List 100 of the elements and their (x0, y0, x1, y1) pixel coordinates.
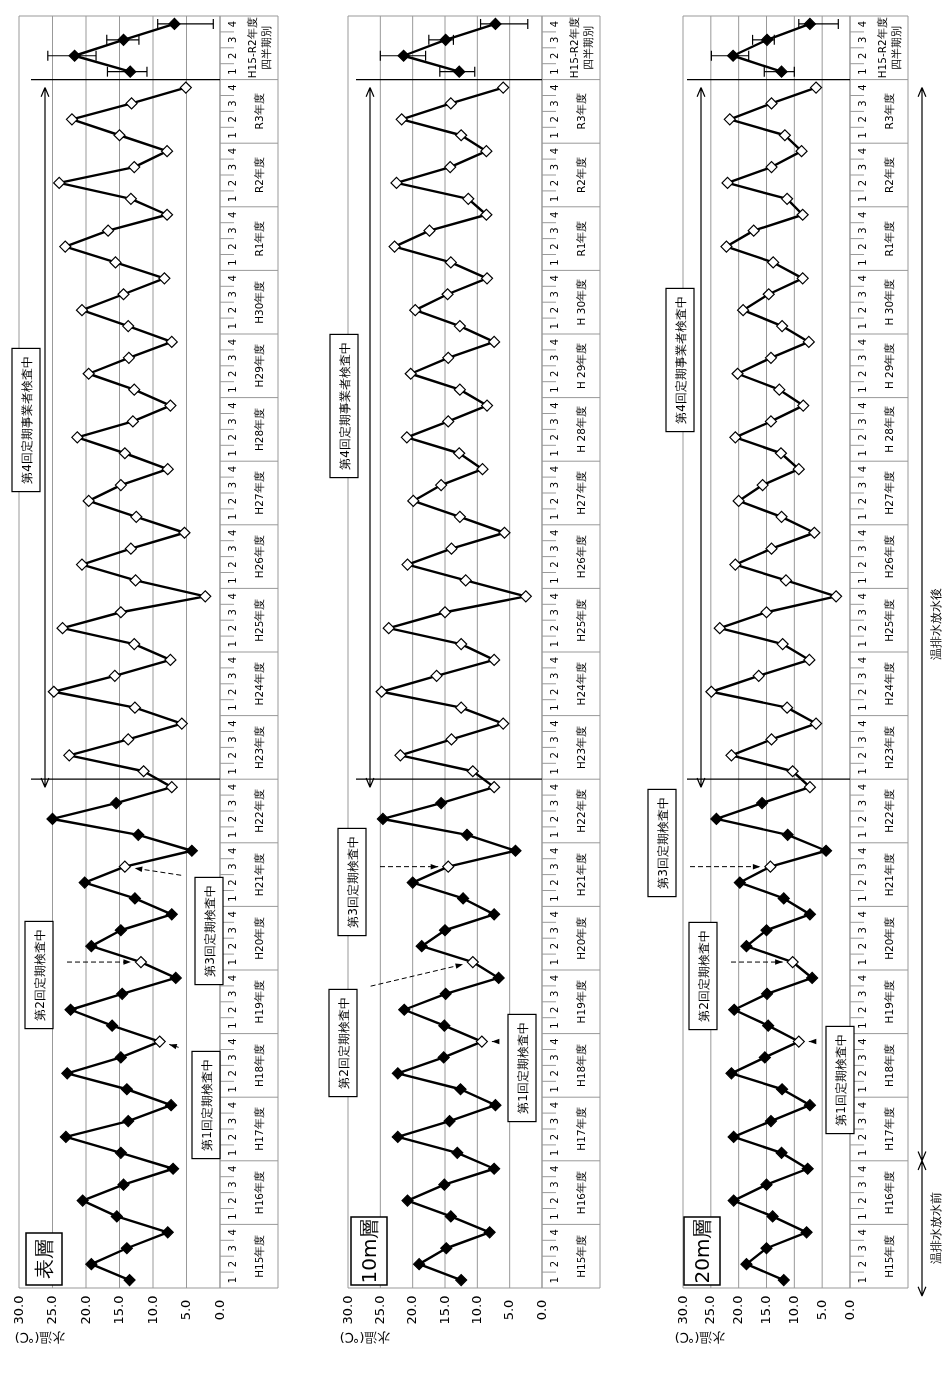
y-tick-label: 2 (857, 688, 868, 695)
y-tick-label: 3 (549, 163, 560, 171)
y-tick-label: 3 (549, 990, 560, 998)
y-tick-label: 4 (549, 911, 560, 918)
y-tick-label: 3 (857, 227, 868, 234)
x-tick-label: 5.0 (813, 1299, 829, 1321)
y-tick-label: 4 (227, 720, 238, 727)
y-tick-label: 4 (857, 974, 868, 982)
y-tick-label: 2 (857, 624, 868, 632)
text: H26年度 (883, 534, 895, 579)
annotation: 第3回定期検査中 (202, 885, 217, 977)
text: H25年度 (575, 598, 587, 642)
text: H17年度 (253, 1107, 265, 1151)
y-tick-label: 3 (549, 863, 560, 870)
y-tick-label: 4 (549, 656, 560, 664)
y-tick-label: 3 (857, 418, 868, 425)
text: H28年度 (253, 407, 265, 452)
point (453, 65, 466, 78)
x-tick-label: 5.0 (501, 1299, 517, 1321)
text: H26年度 (253, 534, 265, 579)
y-tick-label: 1 (857, 1086, 868, 1093)
y-tick-label: 1 (227, 704, 238, 711)
y-tick-label: 2 (857, 1006, 868, 1013)
y-tick-label: 2 (857, 752, 868, 759)
y-tick-label: 3 (227, 927, 238, 934)
y-tick-label: 4 (857, 847, 868, 854)
y-tick-label: 4 (227, 1229, 238, 1236)
text: H19年度 (575, 980, 587, 1024)
y-tick-label: 2 (549, 1260, 560, 1268)
y-tick-label: 4 (857, 1101, 868, 1109)
y-tick-label: 2 (549, 243, 560, 250)
y-tick-label: 1 (857, 386, 868, 393)
y-tick-label: 2 (227, 879, 238, 886)
y-tick-label: 1 (549, 831, 560, 839)
y-tick-label: 3 (857, 545, 868, 552)
annotation: 第3回定期検査中 (345, 836, 360, 928)
y-tick-label: 3 (227, 672, 238, 680)
y-tick-label: 4 (227, 529, 238, 536)
y-tick-label: 4 (857, 275, 868, 282)
y-tick-label: 2 (549, 688, 560, 695)
y-tick-label: 1 (549, 1022, 560, 1029)
y-tick-label: 4 (227, 847, 238, 854)
y-tick-label: 1 (857, 895, 868, 902)
y-tick-label: 4 (227, 593, 238, 600)
y-tick-label: 4 (549, 1165, 560, 1172)
y-tick-label: 3 (549, 418, 560, 425)
y-tick-label: 2 (857, 561, 868, 568)
x-tick-label: 15.0 (436, 1295, 452, 1325)
y-tick-label: 3 (549, 1117, 560, 1125)
y-tick-label: 4 (227, 338, 238, 346)
y-tick-label: 2 (857, 243, 868, 250)
text: H18年度 (253, 1043, 265, 1088)
annotation: 第4回定期事業者検査中 (19, 356, 34, 484)
text: H18年度 (883, 1043, 895, 1088)
y-tick-label: 2 (227, 1070, 238, 1077)
y-tick-label: 3 (227, 163, 238, 171)
text: H27年度 (575, 471, 587, 515)
y-tick-label: 3 (857, 1117, 868, 1125)
y-tick-label: 4 (549, 593, 560, 600)
y-tick-label: 3 (857, 36, 868, 44)
y-tick-label: 1 (549, 704, 560, 711)
y-tick-label: 1 (857, 132, 868, 139)
y-tick-label: 2 (549, 879, 560, 886)
y-tick-label: 4 (227, 1165, 238, 1172)
point (760, 33, 774, 46)
y-tick-label: 2 (227, 243, 238, 250)
text: H20年度 (883, 916, 895, 960)
y-tick-label: 2 (227, 116, 238, 123)
y-tick-label: 2 (549, 752, 560, 759)
text: R1年度 (253, 220, 265, 257)
y-tick-label: 1 (227, 1022, 238, 1029)
y-tick-label: 2 (227, 624, 238, 632)
text: R2年度 (575, 157, 587, 193)
y-tick-label: 2 (227, 942, 238, 950)
y-tick-label: 2 (857, 52, 868, 59)
y-tick-label: 3 (857, 990, 868, 998)
y-tick-label: 3 (227, 227, 238, 234)
text: H 29年度 (883, 342, 895, 390)
y-tick-label: 3 (227, 609, 238, 616)
y-tick-label: 4 (857, 465, 868, 473)
y-tick-label: 3 (227, 354, 238, 362)
y-tick-label: 1 (227, 513, 238, 521)
x-tick-label: 30.0 (674, 1295, 690, 1325)
y-tick-label: 1 (857, 1213, 868, 1220)
point (68, 49, 81, 62)
y-tick-label: 3 (857, 163, 868, 171)
y-tick-label: 2 (227, 1197, 238, 1204)
annotation: 第1回定期検査中 (515, 1022, 530, 1114)
text: H16年度 (575, 1170, 587, 1215)
y-tick-label: 3 (549, 672, 560, 680)
y-tick-label: 1 (227, 1276, 238, 1284)
x-tick-label: 0.0 (533, 1299, 549, 1321)
y-tick-label: 1 (549, 768, 560, 775)
y-tick-label: 1 (549, 68, 560, 75)
y-tick-label: 2 (549, 624, 560, 632)
text: H30年度 (253, 280, 265, 324)
y-tick-label: 2 (549, 179, 560, 187)
y-tick-label: 4 (227, 911, 238, 918)
text: H 28年度 (883, 406, 895, 453)
y-tick-label: 3 (227, 418, 238, 425)
